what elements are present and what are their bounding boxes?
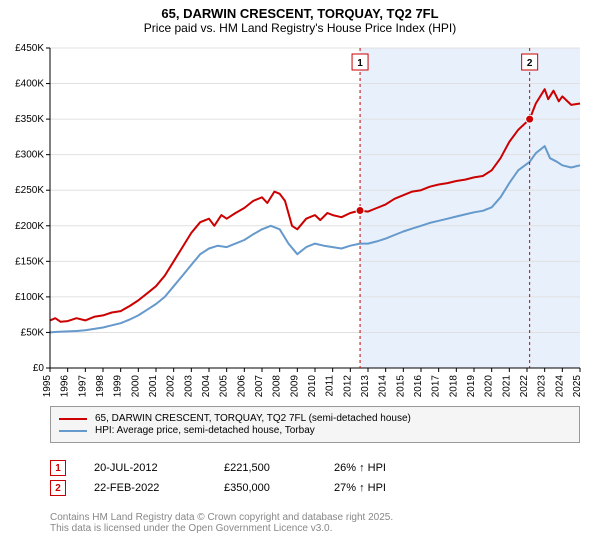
title-line2: Price paid vs. HM Land Registry's House … <box>0 21 600 35</box>
y-tick-label: £150K <box>15 256 44 267</box>
x-tick-label: 2006 <box>236 375 247 398</box>
x-tick-label: 2002 <box>166 375 177 398</box>
x-tick-label: 2016 <box>413 375 424 398</box>
marker-date: 20-JUL-2012 <box>94 462 224 474</box>
x-tick-label: 2022 <box>519 375 530 398</box>
legend-item: HPI: Average price, semi-detached house,… <box>59 425 571 436</box>
marker-pct: 27% ↑ HPI <box>334 482 424 494</box>
y-tick-label: £350K <box>15 114 44 125</box>
x-tick-label: 2019 <box>466 375 477 398</box>
x-tick-label: 1999 <box>113 375 124 398</box>
marker-price: £350,000 <box>224 482 334 494</box>
footer-line2: This data is licensed under the Open Gov… <box>50 523 393 534</box>
x-tick-label: 2015 <box>395 375 406 398</box>
title-line1: 65, DARWIN CRESCENT, TORQUAY, TQ2 7FL <box>0 6 600 21</box>
x-tick-label: 2013 <box>360 375 371 398</box>
y-tick-label: £250K <box>15 185 44 196</box>
y-tick-label: £450K <box>15 43 44 54</box>
x-tick-label: 2020 <box>484 375 495 398</box>
footer-line1: Contains HM Land Registry data © Crown c… <box>50 512 393 523</box>
x-tick-label: 2005 <box>219 375 230 398</box>
marker-date: 22-FEB-2022 <box>94 482 224 494</box>
x-tick-label: 2001 <box>148 375 159 398</box>
x-tick-label: 2014 <box>378 375 389 398</box>
y-tick-label: £400K <box>15 79 44 90</box>
x-tick-label: 2007 <box>254 375 265 398</box>
marker-price: £221,500 <box>224 462 334 474</box>
footer: Contains HM Land Registry data © Crown c… <box>50 512 393 534</box>
marker-pct: 26% ↑ HPI <box>334 462 424 474</box>
x-tick-label: 1997 <box>77 375 88 398</box>
marker-number-box: 2 <box>50 480 66 496</box>
legend-swatch <box>59 430 87 432</box>
x-tick-label: 2000 <box>130 375 141 398</box>
x-tick-label: 1995 <box>42 375 53 398</box>
y-tick-label: £300K <box>15 150 44 161</box>
x-tick-label: 2017 <box>431 375 442 398</box>
legend-swatch <box>59 418 87 420</box>
marker-box: 1 <box>357 58 363 69</box>
legend-label: 65, DARWIN CRESCENT, TORQUAY, TQ2 7FL (s… <box>95 413 411 424</box>
y-tick-label: £0 <box>33 363 45 374</box>
legend: 65, DARWIN CRESCENT, TORQUAY, TQ2 7FL (s… <box>50 406 580 443</box>
x-tick-label: 2025 <box>572 375 583 398</box>
x-tick-label: 1998 <box>95 375 106 398</box>
marker-row: 1 20-JUL-2012£221,50026% ↑ HPI <box>50 460 424 476</box>
x-tick-label: 2018 <box>448 375 459 398</box>
x-tick-label: 2021 <box>501 375 512 398</box>
x-tick-label: 2023 <box>537 375 548 398</box>
y-tick-label: £200K <box>15 221 44 232</box>
chart-title: 65, DARWIN CRESCENT, TORQUAY, TQ2 7FL Pr… <box>0 0 600 37</box>
x-tick-label: 2004 <box>201 375 212 398</box>
x-tick-label: 2012 <box>342 375 353 398</box>
markers-table: 1 20-JUL-2012£221,50026% ↑ HPI 2 22-FEB-202… <box>50 456 424 500</box>
x-tick-label: 2024 <box>554 375 565 398</box>
marker-number-box: 1 <box>50 460 66 476</box>
marker-box: 2 <box>527 58 533 69</box>
line-chart: £0 £50K £100K £150K £200K £250K £300K £350K £400… <box>0 40 600 400</box>
y-tick-label: £100K <box>15 292 44 303</box>
x-tick-label: 2010 <box>307 375 318 398</box>
legend-item: 65, DARWIN CRESCENT, TORQUAY, TQ2 7FL (s… <box>59 413 571 424</box>
legend-label: HPI: Average price, semi-detached house,… <box>95 425 315 436</box>
x-tick-label: 1996 <box>60 375 71 398</box>
y-tick-label: £50K <box>21 327 45 338</box>
x-tick-label: 2009 <box>289 375 300 398</box>
x-tick-label: 2003 <box>183 375 194 398</box>
x-tick-label: 2008 <box>272 375 283 398</box>
x-tick-label: 2011 <box>325 375 336 397</box>
chart-area: £0 £50K £100K £150K £200K £250K £300K £350K £400… <box>0 40 600 400</box>
marker-row: 2 22-FEB-2022£350,00027% ↑ HPI <box>50 480 424 496</box>
